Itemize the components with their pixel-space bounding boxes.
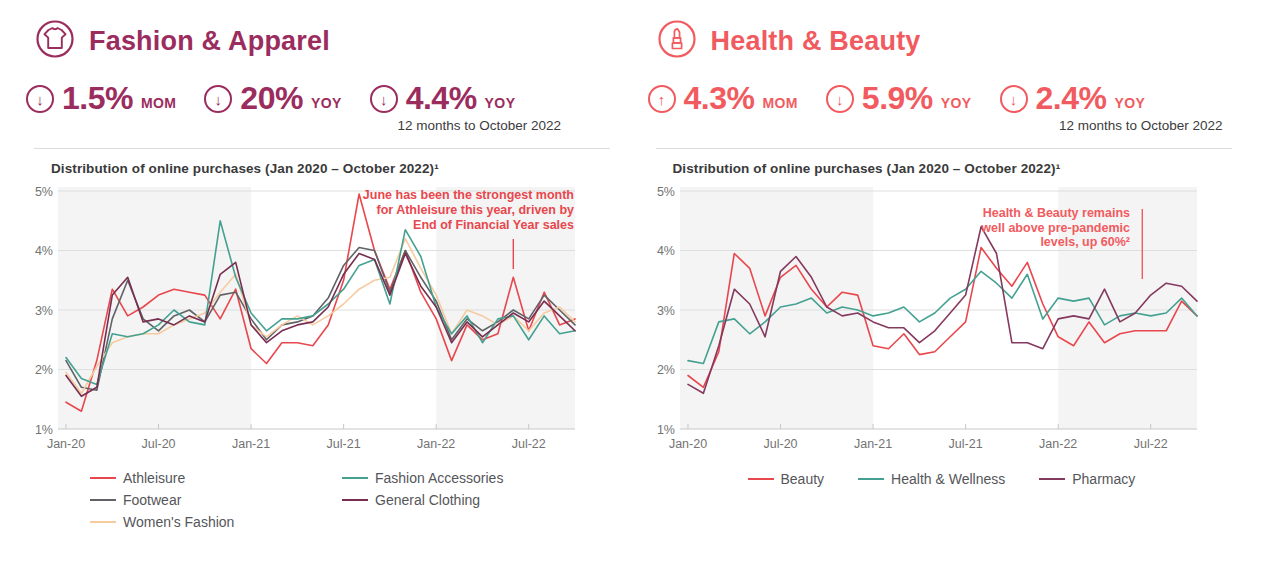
legend-item-women-s-fashion: Women's Fashion bbox=[90, 511, 342, 533]
lipstick-icon bbox=[656, 18, 698, 64]
stat-value: 2.4% bbox=[1036, 80, 1107, 117]
legend-swatch bbox=[342, 477, 368, 480]
y-tick-label: 1% bbox=[656, 422, 674, 436]
legend-label: Fashion Accessories bbox=[375, 470, 503, 486]
x-tick-label: Jan-20 bbox=[668, 437, 706, 451]
y-tick-label: 1% bbox=[35, 422, 53, 436]
panel-title: Fashion & Apparel bbox=[89, 26, 330, 57]
x-tick-label: Jul-20 bbox=[763, 437, 797, 451]
legend-item-health-wellness: Health & Wellness bbox=[858, 471, 1005, 487]
stat-value: 4.4% bbox=[406, 80, 477, 117]
legend-swatch bbox=[90, 499, 116, 502]
stat-yoy: ↓ 20% YOY bbox=[204, 80, 341, 117]
chart-title: Distribution of online purchases (Jan 20… bbox=[51, 161, 624, 176]
stat-unit: YOY bbox=[941, 95, 972, 111]
legend-swatch bbox=[90, 521, 116, 524]
legend-label: Footwear bbox=[123, 492, 181, 508]
y-tick-label: 3% bbox=[35, 303, 53, 317]
legend-item-footwear: Footwear bbox=[90, 489, 342, 511]
stat-unit: MOM bbox=[762, 95, 797, 111]
stats-note: 12 months to October 2022 bbox=[24, 118, 561, 133]
y-tick-label: 4% bbox=[35, 244, 53, 258]
y-tick-label: 4% bbox=[656, 244, 674, 258]
legend-item-athleisure: Athleisure bbox=[90, 467, 342, 489]
report-page: Fashion & Apparel ↓ 1.5% MOM ↓ 20% YOY ↓… bbox=[0, 0, 1269, 533]
y-tick-label: 2% bbox=[656, 363, 674, 377]
x-tick-label: Jan-22 bbox=[1039, 437, 1077, 451]
health-chart: 1% 2% 3% 4% 5% Jan-20 Jul-20 Jan-21 Jul-21 Jan-22… bbox=[652, 181, 1246, 459]
x-tick-label: Jul-22 bbox=[1133, 437, 1167, 451]
down-arrow-icon: ↓ bbox=[370, 85, 398, 113]
stat-value: 1.5% bbox=[62, 80, 133, 117]
legend-swatch bbox=[1039, 478, 1065, 481]
stat-unit: YOY bbox=[1115, 95, 1146, 111]
legend-item-fashion-accessories: Fashion Accessories bbox=[342, 467, 624, 489]
x-tick-label: Jul-20 bbox=[142, 437, 176, 451]
fashion-apparel-panel: Fashion & Apparel ↓ 1.5% MOM ↓ 20% YOY ↓… bbox=[24, 12, 624, 533]
x-tick-label: Jul-22 bbox=[512, 437, 546, 451]
x-tick-label: Jan-22 bbox=[417, 437, 455, 451]
chart-title: Distribution of online purchases (Jan 20… bbox=[673, 161, 1246, 176]
legend-item-beauty: Beauty bbox=[748, 471, 825, 487]
stats-note: 12 months to October 2022 bbox=[646, 118, 1223, 133]
fashion-stats-row: ↓ 1.5% MOM ↓ 20% YOY ↓ 4.4% YOY bbox=[26, 80, 624, 117]
legend-label: Beauty bbox=[781, 471, 825, 487]
legend-swatch bbox=[858, 478, 884, 481]
health-beauty-panel: Health & Beauty ↑ 4.3% MOM ↓ 5.9% YOY ↓ … bbox=[646, 12, 1246, 533]
legend-swatch bbox=[90, 477, 116, 480]
legend-label: Athleisure bbox=[123, 470, 185, 486]
y-tick-label: 3% bbox=[656, 303, 674, 317]
stat-yoy-12mo: ↓ 4.4% YOY bbox=[370, 80, 516, 117]
stat-mom: ↓ 1.5% MOM bbox=[26, 80, 176, 117]
divider bbox=[34, 148, 610, 149]
health-beauty-header: Health & Beauty bbox=[656, 18, 1246, 64]
x-tick-label: Jul-21 bbox=[327, 437, 361, 451]
stat-mom: ↑ 4.3% MOM bbox=[648, 80, 798, 117]
stat-value: 20% bbox=[240, 80, 303, 117]
stat-unit: YOY bbox=[311, 95, 342, 111]
stat-unit: YOY bbox=[485, 95, 516, 111]
legend-label: General Clothing bbox=[375, 492, 480, 508]
divider bbox=[656, 148, 1232, 149]
fashion-legend: Athleisure Footwear Women's Fashion Fashion… bbox=[90, 467, 624, 533]
panel-title: Health & Beauty bbox=[711, 26, 921, 57]
legend-label: Health & Wellness bbox=[891, 471, 1005, 487]
y-tick-label: 5% bbox=[656, 184, 674, 198]
x-tick-label: Jul-21 bbox=[948, 437, 982, 451]
stat-value: 4.3% bbox=[684, 80, 755, 117]
health-legend: Beauty Health & Wellness Pharmacy bbox=[748, 471, 1246, 487]
down-arrow-icon: ↓ bbox=[1000, 85, 1028, 113]
down-arrow-icon: ↓ bbox=[204, 85, 232, 113]
health-chart-svg: 1% 2% 3% 4% 5% Jan-20 Jul-20 Jan-21 Jul-21 Jan-22… bbox=[652, 181, 1200, 459]
tshirt-icon bbox=[34, 18, 76, 64]
legend-label: Women's Fashion bbox=[123, 514, 234, 530]
chart-annotation-text: Health & Beauty remainswell above pre-pa… bbox=[980, 206, 1130, 249]
chart-annotation-text: June has been the strongest monthfor Ath… bbox=[363, 188, 574, 232]
stat-yoy: ↓ 5.9% YOY bbox=[826, 80, 972, 117]
legend-swatch bbox=[748, 478, 774, 481]
x-tick-label: Jan-21 bbox=[853, 437, 891, 451]
legend-item-pharmacy: Pharmacy bbox=[1039, 471, 1135, 487]
legend-label: Pharmacy bbox=[1072, 471, 1135, 487]
stat-yoy-12mo: ↓ 2.4% YOY bbox=[1000, 80, 1146, 117]
x-tick-label: Jan-21 bbox=[232, 437, 270, 451]
x-tick-label: Jan-20 bbox=[47, 437, 85, 451]
down-arrow-icon: ↓ bbox=[826, 85, 854, 113]
fashion-chart: 1% 2% 3% 4% 5% Jan-20 Jul-20 Jan-21 Jul-21 Jan-22… bbox=[30, 181, 624, 459]
up-arrow-icon: ↑ bbox=[648, 85, 676, 113]
stat-value: 5.9% bbox=[862, 80, 933, 117]
legend-swatch bbox=[342, 499, 368, 502]
stat-unit: MOM bbox=[141, 95, 176, 111]
health-stats-row: ↑ 4.3% MOM ↓ 5.9% YOY ↓ 2.4% YOY bbox=[648, 80, 1246, 117]
y-tick-label: 2% bbox=[35, 363, 53, 377]
fashion-apparel-header: Fashion & Apparel bbox=[34, 18, 624, 64]
down-arrow-icon: ↓ bbox=[26, 85, 54, 113]
y-tick-label: 5% bbox=[35, 184, 53, 198]
legend-item-general-clothing: General Clothing bbox=[342, 489, 624, 511]
fashion-chart-svg: 1% 2% 3% 4% 5% Jan-20 Jul-20 Jan-21 Jul-21 Jan-22… bbox=[30, 181, 578, 459]
